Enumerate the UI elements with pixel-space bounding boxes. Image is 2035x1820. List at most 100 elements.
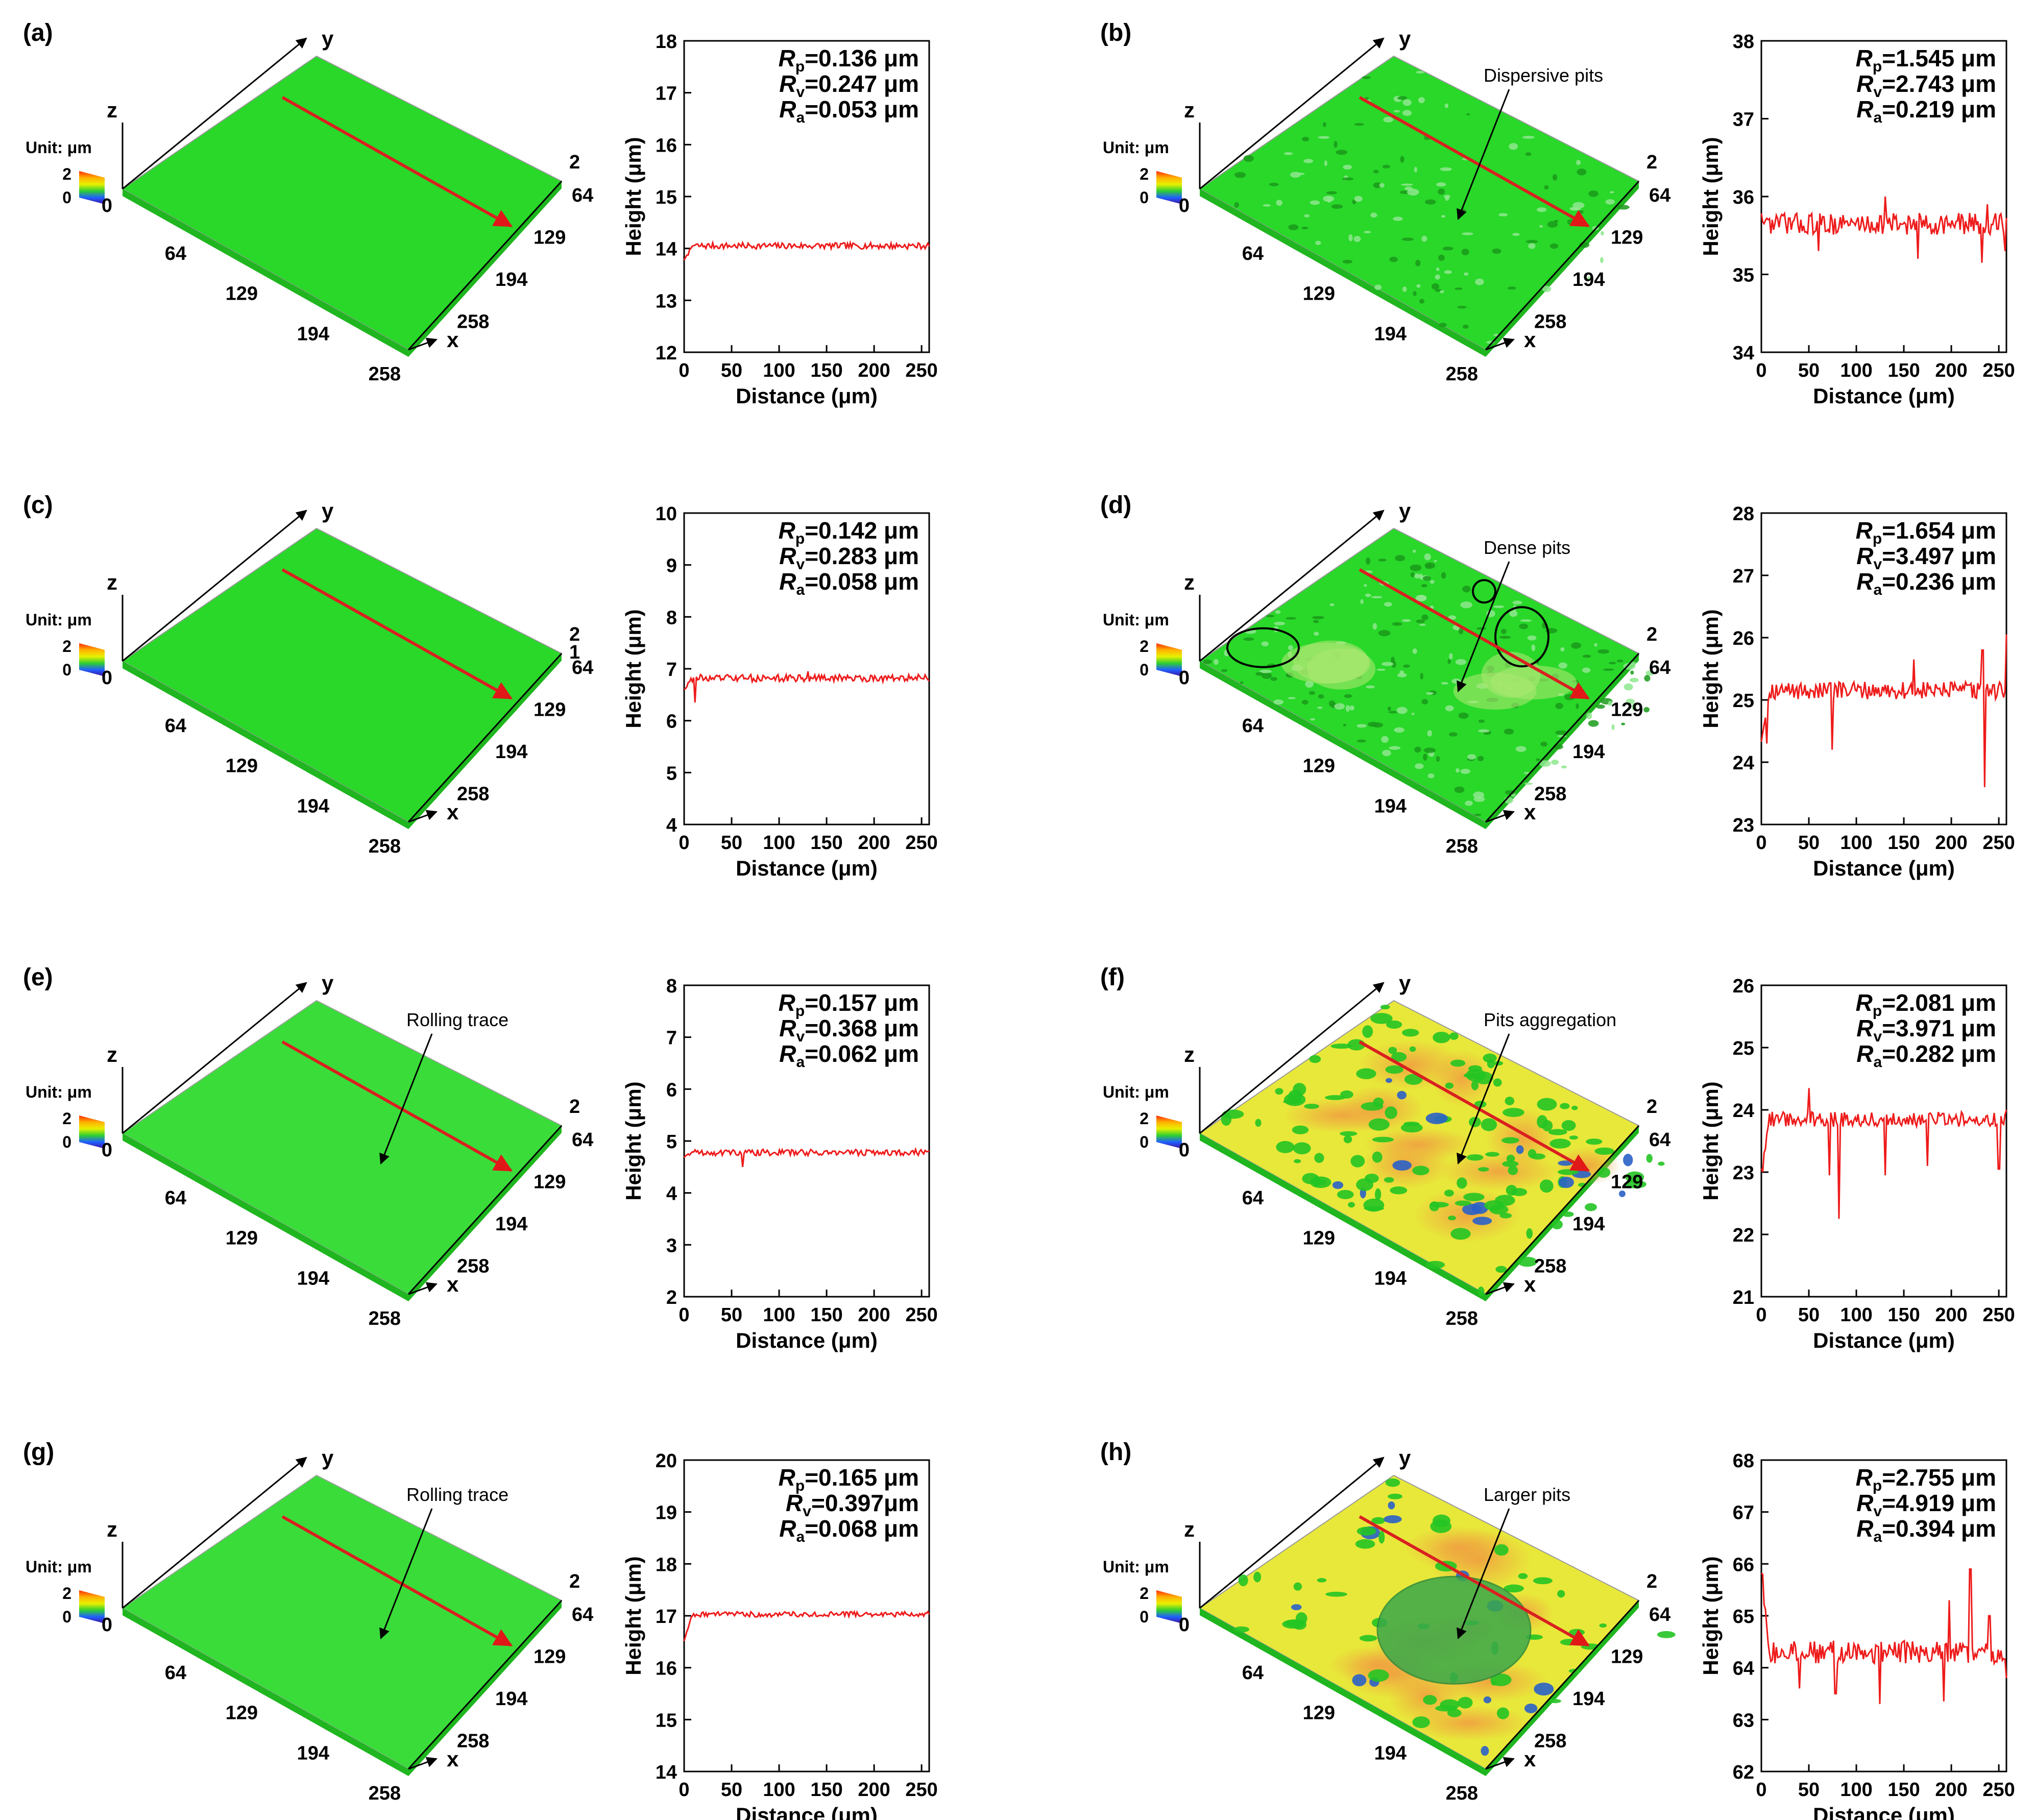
pit bbox=[1518, 1573, 1528, 1580]
y-tick-3d: 258 bbox=[1534, 784, 1566, 805]
panel-e: (e)Unit: μm20yxz026425812919419412925864… bbox=[23, 964, 938, 1352]
pit bbox=[1564, 694, 1576, 700]
pit bbox=[1512, 233, 1520, 236]
y-axis-3d-label: y bbox=[322, 1446, 334, 1470]
pit bbox=[1401, 183, 1413, 186]
y-tick-label: 14 bbox=[656, 239, 677, 260]
height-profile-line bbox=[683, 1610, 930, 1641]
pit bbox=[1623, 1154, 1633, 1167]
y-tick-label: 15 bbox=[656, 187, 677, 208]
pit bbox=[1240, 681, 1244, 684]
y-tick-3d: 64 bbox=[1649, 1129, 1670, 1151]
pit bbox=[1421, 235, 1427, 242]
panel-d: (d) Unit: μm 2 0 y x z 0 2 64 258 129 194 194 129 258 64… bbox=[1100, 492, 2015, 880]
pit bbox=[1645, 670, 1655, 676]
pit bbox=[1435, 1705, 1458, 1712]
pit bbox=[1558, 662, 1567, 669]
x-tick-label: 250 bbox=[1982, 832, 2015, 854]
pit bbox=[1391, 657, 1395, 664]
pit bbox=[1273, 699, 1283, 705]
x-tick-label: 50 bbox=[1798, 832, 1820, 854]
surface-edge bbox=[123, 1608, 408, 1776]
x-axis-label: Distance (μm) bbox=[1813, 856, 1955, 880]
pit bbox=[1379, 183, 1385, 188]
origin-tick: 0 bbox=[1179, 667, 1190, 689]
x-tick-label: 250 bbox=[1982, 1779, 2015, 1801]
pit bbox=[1387, 707, 1391, 711]
pit bbox=[1234, 202, 1240, 208]
pit bbox=[1587, 276, 1591, 281]
pit bbox=[1427, 730, 1432, 737]
pit bbox=[1415, 259, 1421, 266]
x-tick-3d: 258 bbox=[369, 1783, 401, 1804]
y-tick-label: 27 bbox=[1733, 566, 1754, 587]
x-tick-label: 100 bbox=[763, 832, 795, 854]
x-tick-label: 150 bbox=[810, 1304, 842, 1326]
pit bbox=[1504, 1584, 1524, 1593]
height-profile-line bbox=[683, 239, 930, 261]
pit bbox=[1343, 164, 1352, 170]
panel-label: (a) bbox=[23, 19, 53, 46]
pit bbox=[1432, 1514, 1450, 1527]
x-tick-label: 200 bbox=[858, 1779, 890, 1801]
pit bbox=[1253, 1571, 1262, 1583]
panel-b: (b) Unit: μm 2 0 y x z 0 2 64 258 129 194 194 129 258 64… bbox=[1100, 19, 2015, 408]
x-axis-3d bbox=[408, 1757, 438, 1770]
pit bbox=[1539, 760, 1551, 767]
profile-path-arrow bbox=[281, 96, 513, 228]
pit bbox=[1508, 1166, 1518, 1175]
y-tick-label: 6 bbox=[666, 711, 677, 733]
plot-frame bbox=[1760, 40, 2007, 353]
legend-tick: 2 bbox=[1140, 637, 1149, 656]
pit bbox=[1481, 1118, 1497, 1131]
y-tick-3d: 258 bbox=[1534, 1731, 1566, 1752]
pit bbox=[1596, 1167, 1611, 1178]
pit bbox=[1283, 152, 1293, 155]
y-tick-3d: 129 bbox=[1611, 699, 1643, 721]
pit bbox=[1355, 1539, 1375, 1549]
pit bbox=[1626, 698, 1635, 705]
profile-chart: 21 22 23 24 25 26 0 50 100 150 200 250 Distance (μm)… bbox=[1699, 976, 2015, 1352]
pit bbox=[1449, 653, 1453, 660]
z-axis-3d-label: z bbox=[107, 1042, 117, 1066]
y-tick-3d: 258 bbox=[457, 1731, 489, 1752]
roughness-ra: Ra=0.236 μm bbox=[1856, 568, 1996, 598]
pit bbox=[1381, 736, 1389, 743]
pit bbox=[1447, 659, 1451, 664]
z-axis-3d-label: z bbox=[107, 1517, 117, 1541]
x-tick-3d: 64 bbox=[1242, 1662, 1264, 1684]
pit bbox=[1304, 214, 1310, 217]
pit bbox=[1412, 1716, 1430, 1728]
profile-chart: 62 63 64 65 66 67 68 0 50 100 150 200 250 Distance (μ… bbox=[1699, 1450, 2015, 1820]
pit bbox=[1291, 1604, 1302, 1611]
pit bbox=[1356, 1178, 1373, 1191]
pit bbox=[1345, 705, 1350, 712]
x-axis-3d-side bbox=[1485, 652, 1640, 823]
y-tick-label: 17 bbox=[656, 1606, 677, 1628]
y-tick-3d: 194 bbox=[1572, 1688, 1605, 1710]
legend-tick: 2 bbox=[62, 1584, 71, 1603]
pit bbox=[1476, 627, 1487, 630]
y-tick-label: 6 bbox=[666, 1079, 677, 1101]
x-tick-label: 200 bbox=[858, 360, 890, 381]
pit bbox=[1458, 1696, 1473, 1709]
pit bbox=[1588, 720, 1599, 727]
panel-h: (h) Unit: μm 2 0 y x z 0 2 64 258 129 194 194 129 258 64… bbox=[1100, 1439, 2015, 1820]
pit bbox=[1477, 1287, 1485, 1297]
roughness-ra: Ra=0.058 μm bbox=[779, 568, 919, 598]
pit bbox=[1378, 559, 1387, 562]
pit bbox=[1519, 623, 1529, 629]
legend-tick: 2 bbox=[1140, 165, 1149, 183]
pit bbox=[1559, 1176, 1574, 1188]
y-tick-label: 37 bbox=[1733, 109, 1754, 131]
pit bbox=[1404, 186, 1413, 191]
pit bbox=[1294, 1159, 1301, 1163]
pit bbox=[1334, 703, 1345, 710]
pit bbox=[1528, 243, 1536, 249]
annotation-label: Dense pits bbox=[1484, 537, 1570, 558]
texture-orange bbox=[1358, 1040, 1464, 1090]
x-tick-label: 50 bbox=[721, 1779, 742, 1801]
z-top-tick: 2 bbox=[1646, 1571, 1657, 1592]
x-axis-3d-label: x bbox=[447, 1272, 459, 1296]
pit bbox=[1418, 97, 1425, 104]
